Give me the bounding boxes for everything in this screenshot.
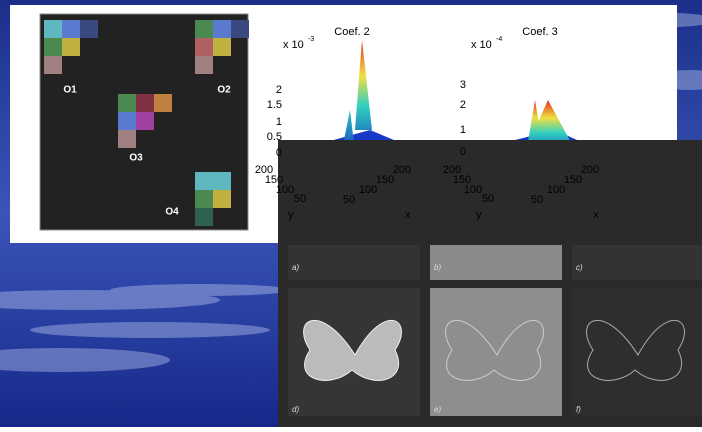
x-tick-label: 150 [564,174,582,186]
plot-scale-exp: -4 [496,36,502,43]
plot-scale: x 10 [471,39,492,51]
page: {"left_panel":{"labels":["O1","O2","O3",… [0,0,702,427]
plot-title: Coef. 3 [522,26,557,38]
z-tick-label: 1 [460,124,466,136]
z-tick-label: 0 [276,147,282,159]
z-tick-label: 2 [276,84,282,96]
y-axis-label: y [476,209,482,221]
x-tick-label: 200 [581,164,599,176]
y-tick-label: 50 [294,193,306,205]
photo-label: d) [292,405,299,414]
block-label: O1 [63,85,77,96]
plot-scale-exp: -3 [308,36,314,43]
photo-label: c) [576,263,583,272]
z-tick-label: 0.5 [267,131,282,143]
block-label: O3 [129,153,143,164]
photo-label: e) [434,405,441,414]
x-axis-label: x [593,209,599,221]
x-tick-label: 50 [531,194,543,206]
photo-label: a) [292,263,299,272]
photo-label: f) [576,405,581,414]
y-axis-label: y [288,209,294,221]
y-tick-label: 100 [464,184,482,196]
block-label: O2 [217,85,231,96]
x-tick-label: 150 [376,174,394,186]
z-tick-label: 0 [460,146,466,158]
y-tick-label: 50 [482,193,494,205]
x-tick-label: 200 [393,164,411,176]
z-tick-label: 1 [276,116,282,128]
block-label: O4 [165,207,179,218]
plot-title: Coef. 2 [334,26,369,38]
x-tick-label: 100 [547,184,565,196]
photo-label: b) [434,263,441,272]
z-tick-label: 2 [460,99,466,111]
x-tick-label: 50 [343,194,355,206]
slide: O1O2O3O4Coef. 2x 10-300.511.522001501005… [0,0,702,427]
photo-cells [288,245,702,416]
z-tick-label: 1.5 [267,99,282,111]
plot-scale: x 10 [283,39,304,51]
y-tick-label: 100 [276,184,294,196]
x-axis-label: x [405,209,411,221]
z-tick-label: 3 [460,79,466,91]
x-tick-label: 100 [359,184,377,196]
